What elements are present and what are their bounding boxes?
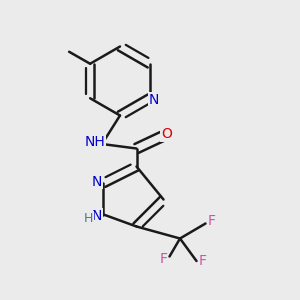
Text: O: O — [161, 127, 172, 141]
Text: NH: NH — [84, 136, 105, 149]
Text: H: H — [84, 212, 93, 225]
Text: N: N — [92, 209, 102, 223]
Text: F: F — [199, 254, 206, 268]
Text: N: N — [92, 175, 102, 188]
Text: F: F — [208, 214, 215, 228]
Text: F: F — [160, 252, 167, 266]
Text: N: N — [148, 93, 159, 107]
